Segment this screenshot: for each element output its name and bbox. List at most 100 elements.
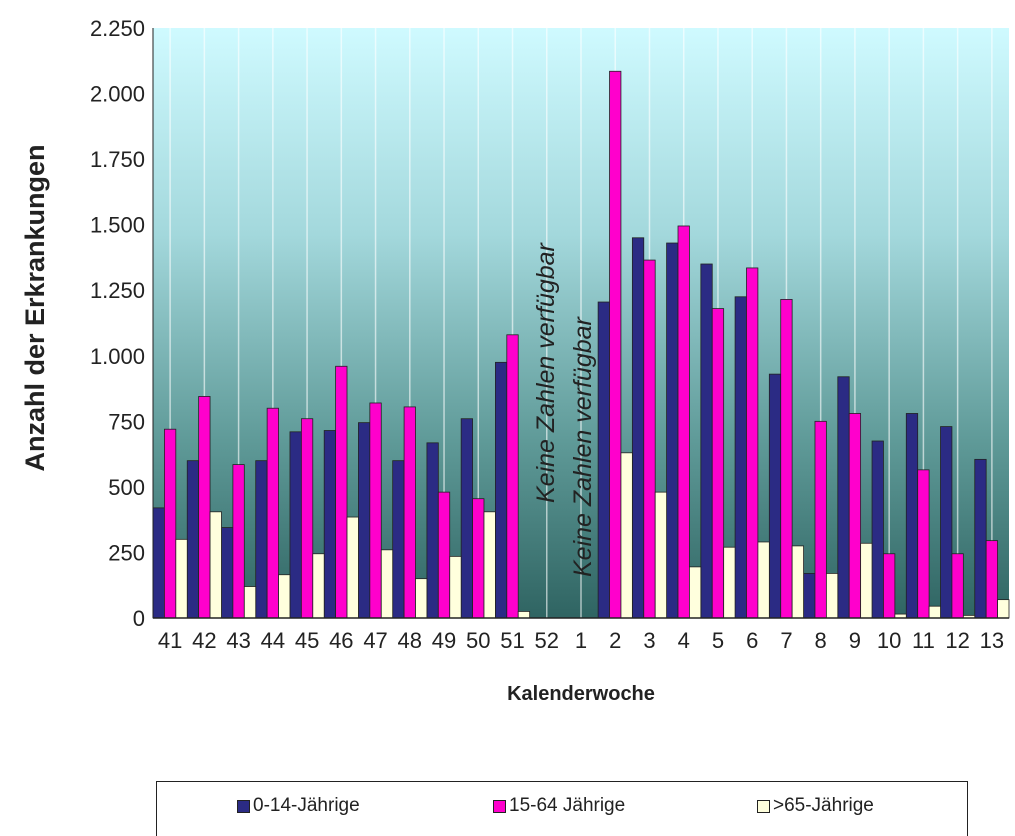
x-tick-label: 3 (643, 628, 655, 653)
bar-series2-week-43 (232, 464, 245, 619)
x-tick-label: 44 (261, 628, 285, 653)
bar-series2-week-51 (506, 334, 519, 619)
bar-series2-week-48 (403, 406, 416, 619)
bar-series2-week-46 (335, 365, 348, 619)
bar-series3-week-13 (997, 599, 1010, 619)
legend-swatch-icon (493, 799, 506, 813)
y-tick-label: 1.750 (90, 147, 145, 172)
x-tick-label: 41 (158, 628, 182, 653)
bar-series1-week-2 (597, 301, 610, 619)
legend-label: 0-14-Jährige (253, 795, 360, 816)
bar-series3-week-50 (483, 511, 496, 619)
x-tick-label: 10 (877, 628, 901, 653)
chart: 02505007501.0001.2501.5001.7502.0002.250… (20, 16, 1010, 705)
bar-series2-week-47 (369, 402, 382, 619)
bar-series3-week-45 (312, 553, 325, 619)
bar-series2-week-2 (609, 70, 622, 619)
bar-series3-week-41 (175, 538, 188, 619)
bar-series1-week-12 (940, 426, 953, 619)
bar-series3-week-7 (791, 545, 804, 619)
legend-item-0-14: 0-14-Jährige (237, 795, 360, 817)
bar-series1-week-41 (152, 507, 165, 619)
bar-series1-week-51 (494, 361, 508, 619)
bar-series3-week-5 (723, 546, 736, 619)
bar-series3-week-48 (415, 578, 428, 619)
legend-item-15-64: 15-64 Jährige (493, 795, 625, 817)
bars (152, 70, 1010, 619)
bar-series1-week-47 (358, 422, 371, 619)
y-axis-title: Anzahl der Erkrankungen (20, 144, 50, 471)
bar-series3-week-3 (654, 491, 668, 619)
bar-series1-week-48 (392, 460, 405, 619)
y-tick-label: 1.500 (90, 213, 145, 238)
legend-swatch-icon (757, 799, 770, 813)
bar-series3-week-44 (278, 574, 291, 619)
x-tick-label: 2 (609, 628, 621, 653)
x-tick-label: 45 (295, 628, 319, 653)
bar-series1-week-43 (221, 527, 234, 619)
bar-series1-week-11 (905, 413, 919, 619)
bar-series2-week-50 (472, 498, 485, 619)
bar-series2-week-9 (848, 413, 862, 619)
bar-series2-week-5 (711, 308, 725, 619)
bar-series2-week-11 (917, 469, 930, 619)
bar-series2-week-12 (951, 553, 964, 619)
bar-series1-week-9 (837, 376, 850, 619)
legend-item-65: >65-Jährige (757, 795, 874, 817)
bar-series1-week-5 (700, 263, 713, 619)
x-tick-label: 47 (363, 628, 387, 653)
bar-series3-week-51 (517, 611, 531, 619)
bar-series3-week-49 (449, 555, 462, 619)
bar-series2-week-6 (746, 267, 759, 619)
bar-series2-week-44 (266, 407, 279, 619)
x-tick-label: 4 (678, 628, 690, 653)
annotation-2: Keine Zahlen verfügbar (569, 315, 597, 577)
y-tick-label: 2.250 (90, 16, 145, 41)
annotation-1: Keine Zahlen verfügbar (532, 241, 560, 503)
bar-series1-week-50 (460, 418, 473, 619)
y-tick-label: 0 (133, 606, 145, 631)
legend-label: 15-64 Jährige (509, 795, 626, 816)
x-tick-label: 48 (398, 628, 422, 653)
bar-series3-week-46 (346, 516, 359, 619)
x-tick-label: 12 (945, 628, 969, 653)
bar-series2-week-41 (164, 428, 177, 619)
x-tick-label: 13 (980, 628, 1004, 653)
bar-series1-week-13 (974, 458, 987, 619)
y-tick-label: 1.000 (90, 344, 145, 369)
bar-series1-week-3 (631, 237, 645, 619)
x-tick-label: 9 (849, 628, 861, 653)
y-tick-labels: 0 250 500 750 1.000 1.250 1.500 1.750 2.000 2.250 (90, 16, 145, 631)
x-tick-label: 5 (712, 628, 724, 653)
bar-series3-week-42 (209, 511, 222, 619)
legend: 0-14-Jährige 15-64 Jährige >65-Jährige (156, 781, 968, 836)
bar-series2-week-3 (643, 259, 656, 619)
bar-series1-week-8 (803, 573, 816, 619)
y-tick-label: 250 (108, 540, 145, 565)
legend-swatch-icon (237, 799, 250, 813)
bar-series1-week-45 (289, 431, 302, 619)
bar-series3-week-2 (620, 452, 633, 619)
bar-series1-week-49 (426, 442, 439, 619)
bar-series1-week-10 (871, 440, 884, 619)
bar-series2-week-8 (814, 420, 827, 619)
bar-series3-week-43 (243, 586, 257, 619)
y-tick-label: 750 (108, 409, 145, 434)
bar-series2-week-10 (883, 553, 896, 619)
bar-series2-week-42 (198, 396, 211, 619)
bar-series1-week-6 (734, 296, 747, 619)
bar-series1-week-4 (666, 242, 679, 619)
bar-series3-week-6 (757, 541, 770, 619)
x-tick-label: 52 (535, 628, 559, 653)
bar-series2-week-4 (677, 225, 690, 619)
bar-series2-week-7 (780, 298, 793, 619)
x-tick-label: 43 (226, 628, 250, 653)
legend-label: >65-Jährige (773, 795, 874, 816)
x-tick-label: 8 (815, 628, 827, 653)
x-tick-label: 42 (192, 628, 216, 653)
bar-series1-week-7 (768, 373, 782, 619)
y-tick-label: 1.250 (90, 278, 145, 303)
x-tick-label: 46 (329, 628, 353, 653)
x-tick-label: 51 (500, 628, 524, 653)
x-tick-label: 7 (780, 628, 792, 653)
